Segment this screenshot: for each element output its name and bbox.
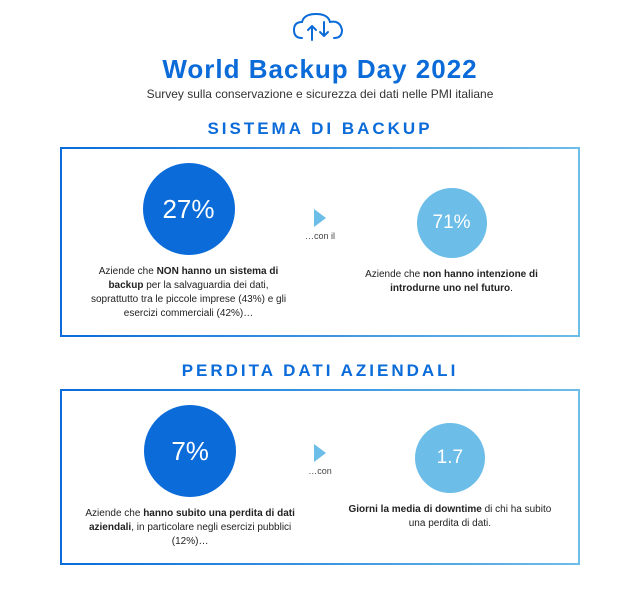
loss-left-desc: Aziende che hanno subito una perdita di …	[85, 507, 295, 549]
backup-box: 27% Aziende che NON hanno un sistema di …	[60, 147, 580, 337]
loss-left-stat: 7% Aziende che hanno subito una perdita …	[80, 405, 300, 549]
subtitle: Survey sulla conservazione e sicurezza d…	[60, 87, 580, 101]
loss-box: 7% Aziende che hanno subito una perdita …	[60, 389, 580, 565]
loss-right-desc: Giorni la media di downtime di chi ha su…	[345, 503, 555, 531]
play-icon	[314, 444, 326, 462]
backup-left-value: 27%	[162, 194, 214, 225]
backup-connector-text: …con il	[305, 231, 335, 241]
loss-box-content: 7% Aziende che hanno subito una perdita …	[80, 405, 560, 549]
loss-connector: …con	[308, 444, 332, 476]
loss-right-stat: 1.7 Giorni la media di downtime di chi h…	[340, 423, 560, 531]
backup-connector: …con il	[305, 209, 335, 241]
backup-right-desc: Aziende che non hanno intenzione di intr…	[347, 268, 557, 296]
loss-connector-text: …con	[308, 466, 332, 476]
backup-box-content: 27% Aziende che NON hanno un sistema di …	[80, 163, 560, 321]
loss-left-value: 7%	[171, 436, 209, 467]
main-title: World Backup Day 2022	[60, 54, 580, 85]
play-icon	[314, 209, 326, 227]
backup-right-stat: 71% Aziende che non hanno intenzione di …	[343, 188, 560, 296]
loss-right-circle: 1.7	[415, 423, 485, 493]
backup-left-desc: Aziende che NON hanno un sistema di back…	[84, 265, 294, 321]
section-title-loss: PERDITA DATI AZIENDALI	[60, 361, 580, 381]
backup-right-value: 71%	[433, 212, 471, 234]
loss-right-value: 1.7	[437, 447, 463, 469]
section-title-backup: SISTEMA DI BACKUP	[60, 119, 580, 139]
infographic-page: World Backup Day 2022 Survey sulla conse…	[0, 0, 640, 609]
loss-left-circle: 7%	[144, 405, 236, 497]
backup-left-stat: 27% Aziende che NON hanno un sistema di …	[80, 163, 297, 321]
cloud-upload-download-icon	[60, 10, 580, 50]
backup-left-circle: 27%	[143, 163, 235, 255]
backup-right-circle: 71%	[417, 188, 487, 258]
